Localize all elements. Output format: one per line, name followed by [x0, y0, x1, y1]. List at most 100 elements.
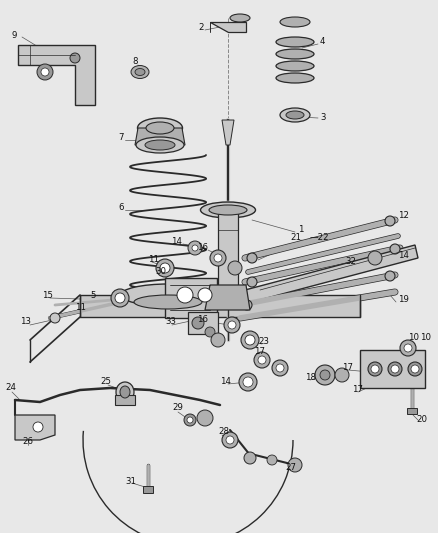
Text: 19: 19 [398, 295, 409, 304]
Ellipse shape [209, 205, 247, 215]
Bar [188, 312, 218, 334]
Ellipse shape [276, 73, 314, 83]
Circle shape [244, 452, 256, 464]
Text: 14: 14 [398, 251, 409, 260]
Circle shape [214, 254, 222, 262]
Text: 32: 32 [345, 257, 356, 266]
Circle shape [222, 432, 238, 448]
Circle shape [368, 362, 382, 376]
Text: 13: 13 [20, 318, 31, 327]
Text: 20: 20 [416, 416, 427, 424]
Text: 26: 26 [22, 438, 33, 447]
Circle shape [210, 250, 226, 266]
Circle shape [205, 327, 215, 337]
Text: 4: 4 [320, 37, 325, 46]
Text: 24: 24 [5, 384, 16, 392]
Text: 17: 17 [342, 364, 353, 373]
Bar [115, 395, 135, 405]
Text: 30: 30 [155, 268, 166, 277]
Circle shape [187, 417, 193, 423]
Text: 11: 11 [148, 255, 159, 264]
Circle shape [411, 365, 419, 373]
Circle shape [258, 356, 266, 364]
Circle shape [404, 344, 412, 352]
Bar [143, 486, 153, 493]
Text: —22: —22 [310, 233, 330, 243]
Text: 23: 23 [258, 337, 269, 346]
Ellipse shape [286, 111, 304, 119]
Circle shape [388, 362, 402, 376]
Ellipse shape [201, 202, 255, 218]
Circle shape [267, 455, 277, 465]
Circle shape [156, 259, 174, 277]
Text: 17: 17 [254, 348, 265, 357]
Ellipse shape [145, 140, 175, 150]
Ellipse shape [116, 382, 134, 402]
Polygon shape [135, 128, 185, 145]
Polygon shape [18, 45, 95, 105]
Circle shape [41, 68, 49, 76]
Ellipse shape [120, 284, 215, 306]
Circle shape [368, 251, 382, 265]
Polygon shape [210, 22, 246, 32]
Text: 14: 14 [171, 238, 182, 246]
Text: 3: 3 [320, 114, 325, 123]
Circle shape [390, 244, 400, 254]
Polygon shape [222, 120, 234, 145]
Text: 2: 2 [198, 23, 204, 33]
Circle shape [111, 289, 129, 307]
Circle shape [192, 317, 204, 329]
Ellipse shape [280, 108, 310, 122]
Ellipse shape [276, 61, 314, 71]
Ellipse shape [136, 137, 184, 153]
Circle shape [184, 414, 196, 426]
Text: 7: 7 [118, 133, 124, 142]
Text: 1: 1 [298, 225, 304, 235]
Polygon shape [205, 285, 250, 310]
Circle shape [50, 313, 60, 323]
Text: 12: 12 [398, 211, 409, 220]
Circle shape [276, 364, 284, 372]
Circle shape [177, 287, 193, 303]
Text: 16: 16 [197, 316, 208, 325]
Text: 18: 18 [305, 374, 316, 383]
Text: 11: 11 [75, 303, 86, 312]
Circle shape [400, 340, 416, 356]
Bar [80, 295, 360, 317]
Circle shape [239, 373, 257, 391]
Circle shape [320, 370, 330, 380]
Circle shape [247, 253, 257, 263]
Circle shape [228, 321, 236, 329]
Bar [360, 350, 425, 388]
Text: 14: 14 [220, 377, 231, 386]
Circle shape [241, 331, 259, 349]
Text: 33: 33 [165, 318, 176, 327]
Ellipse shape [134, 295, 202, 309]
Polygon shape [245, 245, 418, 303]
Text: 27: 27 [285, 464, 296, 472]
Circle shape [37, 64, 53, 80]
Ellipse shape [131, 66, 149, 78]
Circle shape [385, 271, 395, 281]
Circle shape [224, 317, 240, 333]
Circle shape [391, 365, 399, 373]
Text: 6: 6 [118, 204, 124, 213]
Circle shape [211, 333, 225, 347]
Ellipse shape [276, 37, 314, 47]
Text: 17: 17 [352, 385, 363, 394]
Ellipse shape [276, 49, 314, 59]
Circle shape [197, 410, 213, 426]
Text: 10: 10 [420, 334, 431, 343]
Bar [407, 408, 417, 414]
Circle shape [272, 360, 288, 376]
Bar [165, 278, 217, 318]
Circle shape [242, 300, 252, 310]
Bar [218, 210, 238, 290]
Ellipse shape [280, 17, 310, 27]
Ellipse shape [230, 14, 250, 22]
Circle shape [408, 362, 422, 376]
Circle shape [243, 377, 253, 387]
Text: 25: 25 [100, 377, 111, 386]
Circle shape [188, 241, 202, 255]
Circle shape [254, 352, 270, 368]
